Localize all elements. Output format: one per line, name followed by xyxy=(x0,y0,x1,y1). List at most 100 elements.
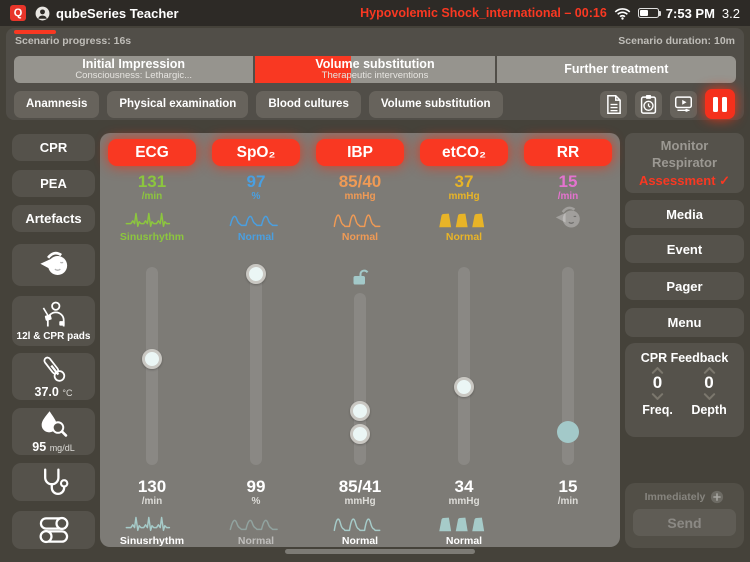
rr-slider-knob[interactable] xyxy=(557,421,579,443)
etco2-slider-track[interactable] xyxy=(458,267,470,465)
spo2-column: SpO₂ 97 % Normal 99 % Normal xyxy=(204,133,308,547)
etco2-current-block: 34 mmHg Normal xyxy=(412,471,516,547)
pager-button[interactable]: Pager xyxy=(625,272,744,300)
lock-open-icon[interactable] xyxy=(351,268,369,285)
12lead-cpr-pads-button[interactable]: 12l & CPR pads xyxy=(12,296,95,346)
media-button[interactable]: Media xyxy=(625,200,744,228)
etco2-header-button[interactable]: etCO₂ xyxy=(420,139,508,166)
ecg-slider-knob[interactable] xyxy=(142,349,162,369)
ecg-column: ECG 131 /min Sinusrhythm 130 /min Sinusr… xyxy=(100,133,204,547)
depth-down-button[interactable] xyxy=(703,393,716,401)
home-indicator[interactable] xyxy=(285,549,475,554)
spo2-target-value: 97 xyxy=(246,172,266,191)
etco2-current-value: 34 xyxy=(454,477,474,496)
etco2-slider-knob[interactable] xyxy=(454,377,474,397)
ecg-rhythm-label: Sinusrhythm xyxy=(119,230,185,243)
scenario-duration-label: Scenario duration: 10m xyxy=(618,35,735,47)
assessment-selected-label: Assessment ✓ xyxy=(638,172,731,188)
checklist-timer-button[interactable] xyxy=(635,90,662,118)
rr-header-button[interactable]: RR xyxy=(524,139,612,166)
glucose-button[interactable]: 95 mg/dL xyxy=(12,408,95,455)
spo2-current-waveform-icon xyxy=(204,511,308,535)
send-panel: Immediately Send xyxy=(625,483,744,548)
spo2-slider-track[interactable] xyxy=(250,267,262,465)
menu-button[interactable]: Menu xyxy=(625,308,744,337)
plus-circle-icon xyxy=(710,490,724,504)
stethoscope-icon xyxy=(38,467,70,497)
ibp-current-block: 85/41 mmHg Normal xyxy=(308,471,412,547)
status-bar: Q qubeSeries Teacher Hypovolemic Shock_i… xyxy=(0,0,750,26)
ibp-rhythm-label: Normal xyxy=(341,230,379,243)
volume-substitution-button[interactable]: Volume substitution xyxy=(368,90,503,118)
event-button[interactable]: Event xyxy=(625,235,744,263)
rr-target-value: 15 xyxy=(558,172,578,191)
depth-stepper: 0 Depth xyxy=(691,366,727,417)
rr-current-block: 15 /min xyxy=(516,471,620,507)
ecg-current-block: 130 /min Sinusrhythm xyxy=(100,471,204,547)
phase-tab-volume-substitution[interactable]: Volume substitution Therapeutic interven… xyxy=(255,56,495,83)
phase-tab-initial-impression[interactable]: Initial Impression Consciousness: Lethar… xyxy=(14,56,254,83)
ecg-header-button[interactable]: ECG xyxy=(108,139,196,166)
etco2-current-waveform-icon xyxy=(412,511,516,535)
send-mode-selector[interactable]: Immediately xyxy=(625,490,744,504)
send-button[interactable]: Send xyxy=(633,509,736,536)
notes-button[interactable] xyxy=(600,90,627,118)
ibp-diastolic-slider-knob[interactable] xyxy=(350,424,370,444)
pea-button[interactable]: PEA xyxy=(12,170,95,197)
ibp-current-value: 85/41 xyxy=(338,477,382,496)
anamnesis-button[interactable]: Anamnesis xyxy=(14,90,100,118)
ibp-systolic-slider-knob[interactable] xyxy=(350,401,370,421)
ibp-target-value: 85/40 xyxy=(338,172,382,191)
ibp-target-block: 85/40 mmHg Normal xyxy=(308,173,412,243)
rr-slider-track[interactable] xyxy=(562,267,574,465)
scenario-progress-label: Scenario progress: 16s xyxy=(15,35,132,47)
ibp-slider-track[interactable] xyxy=(354,293,366,465)
spo2-waveform-icon xyxy=(204,207,308,231)
scenario-panel: Scenario progress: 16s Scenario duration… xyxy=(6,28,744,120)
controls-button[interactable] xyxy=(12,511,95,549)
ecg-current-value: 130 xyxy=(137,477,167,496)
monitor-respirator-assessment-button[interactable]: Monitor Respirator Assessment ✓ xyxy=(625,133,744,193)
app-version: 3.2 xyxy=(721,5,740,21)
ecg-waveform-icon xyxy=(100,207,204,231)
etco2-target-value: 37 xyxy=(454,172,474,191)
spo2-slider-knob[interactable] xyxy=(246,264,266,284)
ecg-target-value: 131 xyxy=(137,172,167,191)
blood-cultures-button[interactable]: Blood cultures xyxy=(256,90,361,118)
document-icon xyxy=(605,94,623,115)
scenario-status-timer: Hypovolemic Shock_international – 00:16 xyxy=(360,6,607,20)
scenario-progress-bar xyxy=(14,30,56,34)
spo2-header-button[interactable]: SpO₂ xyxy=(212,139,300,166)
clipboard-clock-icon xyxy=(639,94,658,115)
ibp-column: IBP 85/40 mmHg Normal 85/41 mmHg Normal xyxy=(308,133,412,547)
ibp-header-button[interactable]: IBP xyxy=(316,139,404,166)
cpr-button[interactable]: CPR xyxy=(12,134,95,161)
rr-ventilation-icon xyxy=(516,207,620,231)
rr-column: RR 15 /min 15 /min xyxy=(516,133,620,547)
ecg-target-block: 131 /min Sinusrhythm xyxy=(100,173,204,243)
user-account-icon[interactable] xyxy=(35,6,50,21)
temperature-button[interactable]: 37.0 °C xyxy=(12,353,95,400)
presentation-button[interactable] xyxy=(670,90,697,118)
patient-head-mask-icon xyxy=(34,251,74,280)
frequency-value: 0 xyxy=(652,373,663,392)
artefacts-button[interactable]: Artefacts xyxy=(12,205,95,232)
auscultation-button[interactable] xyxy=(12,463,95,501)
cpr-feedback-panel: CPR Feedback 0 Freq. 0 Depth xyxy=(625,343,744,437)
phase-tab-further-treatment[interactable]: Further treatment xyxy=(496,56,736,83)
app-title: qubeSeries Teacher xyxy=(56,5,179,21)
frequency-stepper: 0 Freq. xyxy=(642,366,673,417)
ibp-waveform-icon xyxy=(308,207,412,231)
etco2-target-block: 37 mmHg Normal xyxy=(412,173,516,243)
app-logo: Q xyxy=(10,5,26,21)
wifi-icon xyxy=(614,7,631,20)
battery-icon xyxy=(637,7,662,19)
thermometer-icon xyxy=(38,354,70,384)
ventilation-mask-button[interactable] xyxy=(12,244,95,286)
depth-value: 0 xyxy=(704,373,714,392)
vital-signs-panel: ECG 131 /min Sinusrhythm 130 /min Sinusr… xyxy=(100,133,620,547)
pause-button[interactable] xyxy=(705,89,735,119)
physical-examination-button[interactable]: Physical examination xyxy=(107,90,249,118)
video-monitor-icon xyxy=(674,95,693,113)
frequency-down-button[interactable] xyxy=(651,393,664,401)
